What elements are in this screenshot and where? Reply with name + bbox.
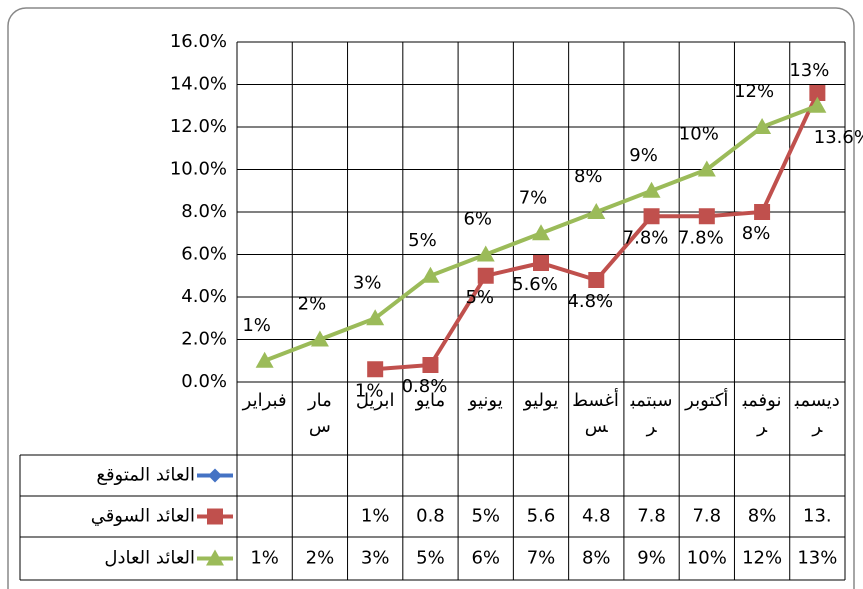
table-cell: 7.8 — [637, 506, 666, 527]
table-cell: 6% — [471, 548, 500, 569]
y-tick-label: 2.0% — [181, 329, 227, 350]
marker — [754, 204, 771, 220]
data-label: 5% — [465, 287, 494, 308]
marker — [477, 267, 494, 284]
y-tick-label: 14.0% — [170, 74, 227, 95]
marker — [532, 224, 550, 241]
table-cell: 0.8 — [416, 506, 445, 527]
data-label: 10% — [679, 124, 719, 145]
table-cell: 8% — [582, 548, 611, 569]
table-cell: 10% — [687, 548, 727, 569]
table-cell: 1% — [361, 506, 390, 527]
legend-label: العائد السوقي — [91, 506, 195, 527]
data-label: 5.6% — [512, 274, 558, 295]
data-label: 5% — [408, 230, 437, 251]
marker — [643, 208, 660, 225]
marker — [422, 357, 439, 373]
data-label: 2% — [298, 294, 327, 315]
x-tick-label: سبتمبر — [630, 390, 673, 437]
table-cell: 13. — [803, 506, 832, 527]
table-cell: 7% — [527, 548, 556, 569]
table-cell: 5% — [471, 506, 500, 527]
marker — [753, 118, 772, 134]
data-label: 13% — [789, 60, 829, 81]
x-tick-label: يونيو — [468, 390, 503, 411]
x-tick-label: يوليو — [523, 390, 559, 411]
table-cell: 9% — [637, 548, 666, 569]
table-cell: 1% — [250, 548, 279, 569]
x-tick-label: مايو — [415, 390, 446, 411]
data-label: 0.8% — [402, 376, 448, 397]
table-cell: 5.6 — [527, 506, 556, 527]
data-label: 9% — [629, 145, 658, 166]
table-cell: 3% — [361, 548, 390, 569]
x-tick-label: أكتوبر — [685, 390, 729, 411]
marker — [533, 255, 549, 271]
table-cell: 2% — [306, 548, 335, 569]
y-tick-label: 16.0% — [170, 31, 227, 52]
x-tick-label: أغسطس — [573, 390, 619, 437]
marker — [208, 468, 222, 483]
data-label: 7.8% — [623, 227, 669, 248]
marker — [310, 330, 329, 347]
data-label: 1% — [242, 315, 271, 336]
table-cell: 13% — [797, 548, 837, 569]
table-cell: 8% — [748, 506, 777, 527]
legend-label: العائد العادل — [104, 548, 195, 569]
x-tick-label: مارس — [307, 390, 332, 437]
y-tick-label: 0.0% — [181, 371, 227, 392]
data-label: 1% — [355, 380, 384, 401]
y-tick-label: 8.0% — [181, 201, 227, 222]
x-tick-label: ديسمبر — [794, 390, 840, 437]
x-tick-label: ابريل — [355, 390, 395, 411]
marker — [697, 160, 716, 177]
data-label: 7% — [519, 187, 548, 208]
marker — [642, 181, 661, 198]
marker — [587, 203, 606, 219]
data-label: 12% — [734, 81, 774, 102]
table-cell: 7.8 — [692, 506, 721, 527]
marker — [367, 361, 384, 378]
data-label: 6% — [463, 209, 492, 230]
table-cell: 5% — [416, 548, 445, 569]
data-label: 8% — [742, 223, 771, 244]
y-tick-label: 12.0% — [170, 116, 227, 137]
y-tick-label: 4.0% — [181, 286, 227, 307]
marker — [476, 245, 495, 262]
x-tick-label: نوفمبر — [742, 390, 782, 437]
data-label: 13.6% — [814, 127, 863, 148]
marker — [588, 272, 605, 288]
marker — [366, 309, 385, 326]
marker — [207, 508, 223, 525]
marker — [421, 266, 440, 283]
y-tick-label: 10.0% — [170, 159, 227, 180]
table-cell: 12% — [742, 548, 782, 569]
data-label: 4.8% — [567, 291, 613, 312]
data-label: 7.8% — [678, 227, 724, 248]
y-tick-label: 6.0% — [181, 244, 227, 265]
marker — [808, 96, 827, 113]
marker — [255, 351, 274, 368]
frame — [7, 7, 855, 589]
legend-label: العائد المتوقع — [96, 465, 195, 486]
data-label: 8% — [574, 166, 603, 187]
table-cell: 4.8 — [582, 506, 611, 527]
data-label: 3% — [353, 272, 382, 293]
marker — [698, 208, 715, 225]
marker — [206, 549, 224, 566]
marker — [809, 85, 826, 101]
x-tick-label: فبراير — [242, 390, 287, 411]
